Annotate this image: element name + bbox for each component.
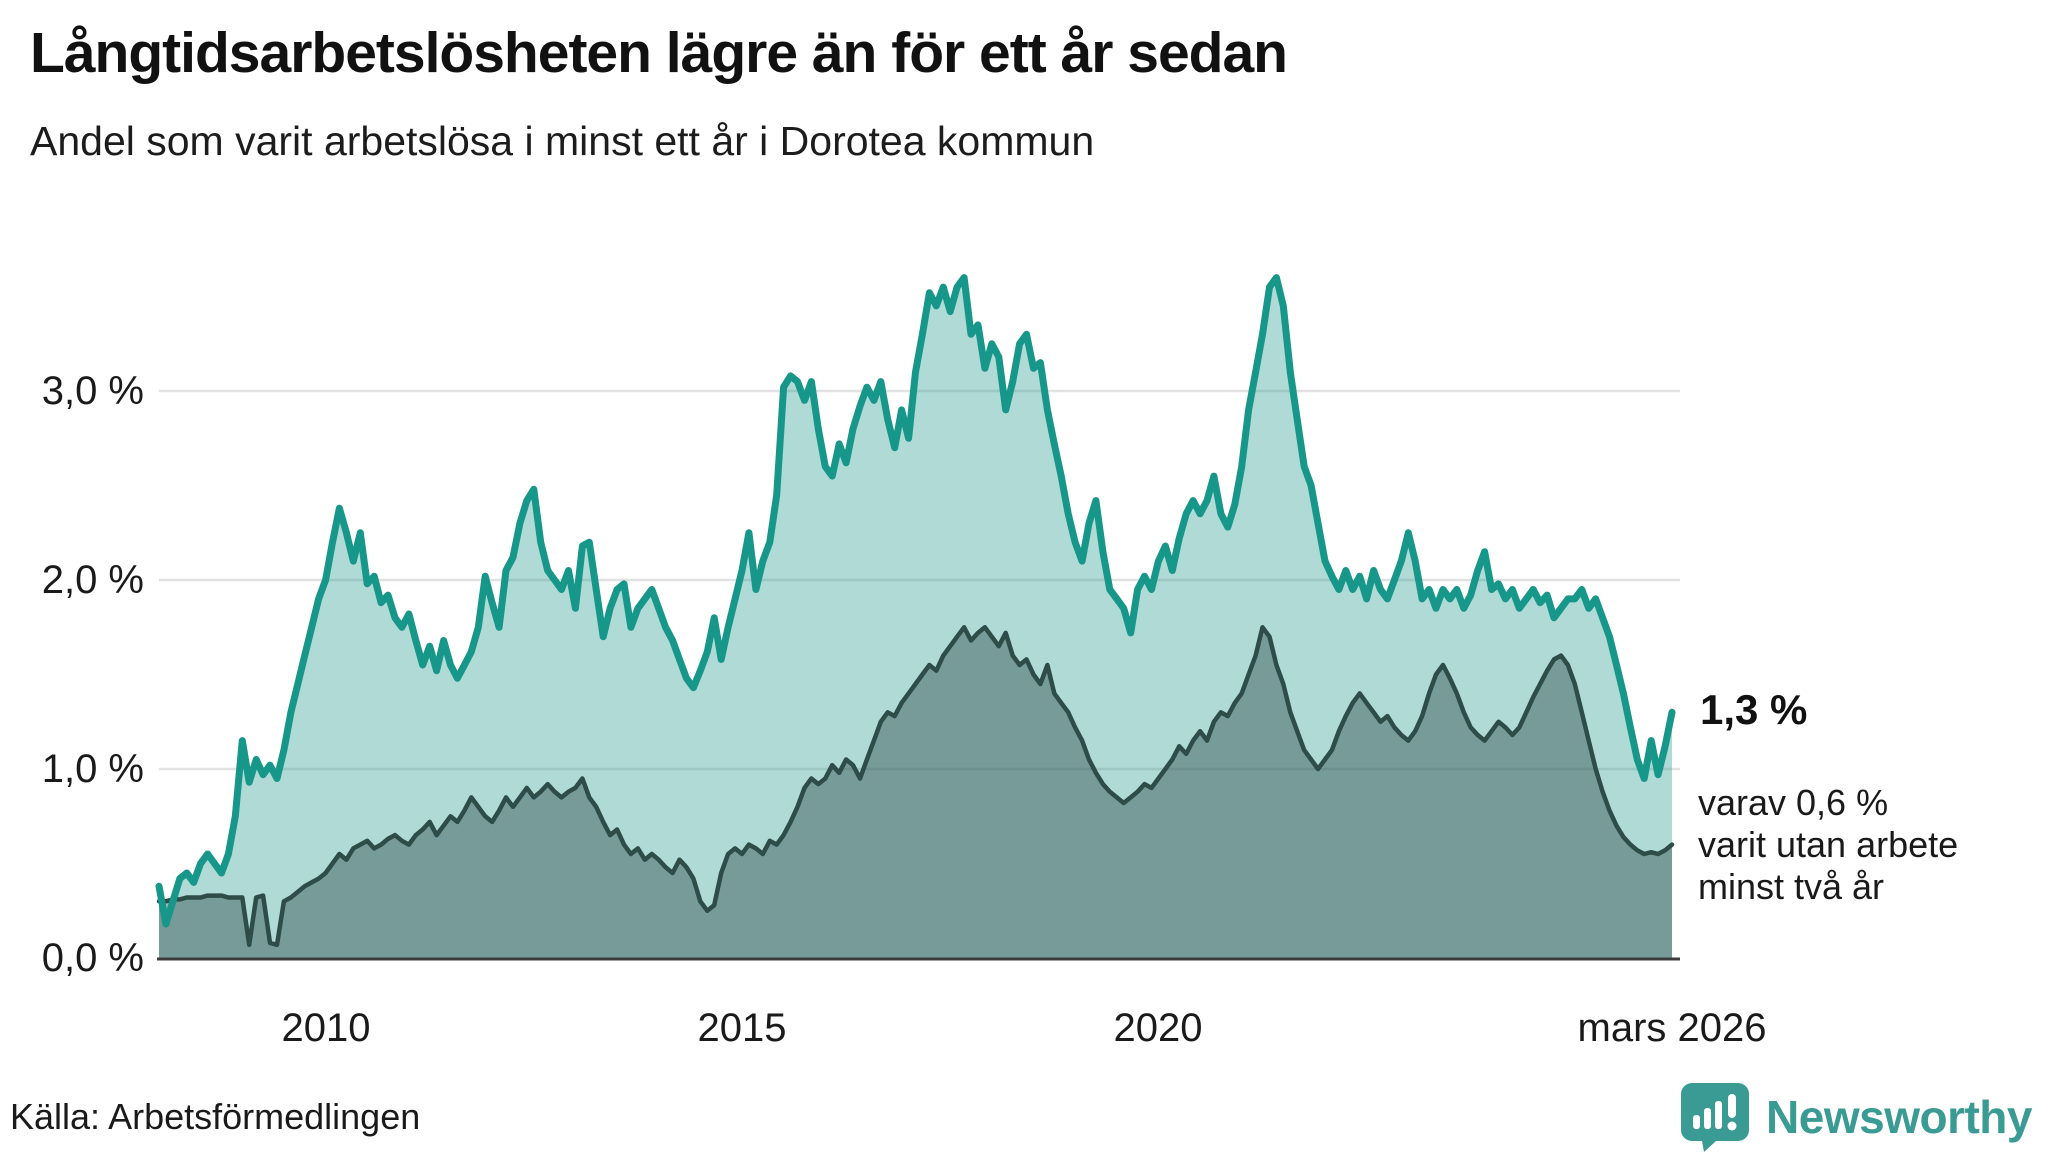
- source-credit: Källa: Arbetsförmedlingen: [10, 1096, 421, 1137]
- line-unemployed-one-year: [155, 274, 1676, 928]
- newsworthy-logo: Newsworthy: [1680, 1082, 2032, 1152]
- x-tick-2015: 2015: [697, 1006, 787, 1050]
- y-tick-1: 1,0 %: [41, 747, 144, 791]
- x-tick-2020: 2020: [1113, 1006, 1203, 1050]
- page-subtitle: Andel som varit arbetslösa i minst ett å…: [30, 118, 1095, 164]
- y-tick-3: 3,0 %: [41, 369, 144, 413]
- end-note-line3: minst två år: [1698, 866, 1885, 907]
- end-note-line2: varit utan arbete: [1698, 824, 1959, 865]
- gridlines: [159, 389, 1680, 771]
- y-tick-0: 0,0 %: [41, 936, 144, 980]
- end-note-line1: varav 0,6 %: [1698, 782, 1889, 823]
- page-title: Långtidsarbetslösheten lägre än för ett …: [30, 21, 1288, 85]
- line-unemployed-two-years: [156, 625, 1675, 948]
- end-value-label: 1,3 %: [1700, 686, 1808, 733]
- area-unemployed-one-year: [159, 277, 1672, 959]
- area-unemployed-two-years: [159, 627, 1672, 958]
- newsworthy-wordmark: Newsworthy: [1766, 1091, 2032, 1143]
- end-note-label: varav 0,6 % varit utan arbete minst två …: [1698, 782, 1958, 908]
- newsworthy-bubble-icon: [1681, 1083, 1750, 1152]
- x-tick-2010: 2010: [281, 1006, 371, 1050]
- y-tick-2: 2,0 %: [41, 558, 144, 602]
- x-tick-mars-2026: mars 2026: [1577, 1006, 1767, 1050]
